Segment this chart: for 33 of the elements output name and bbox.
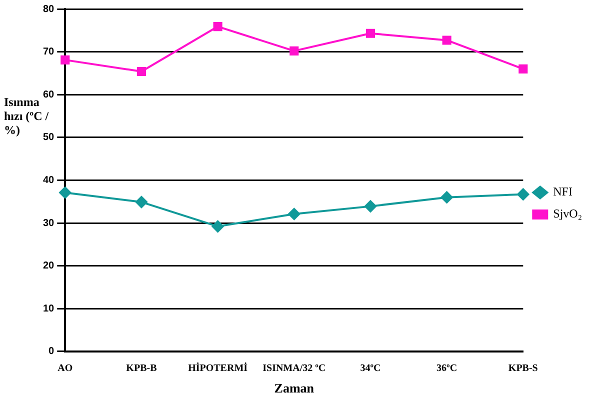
y-tick-label: 60 (43, 89, 55, 100)
point (440, 191, 453, 204)
x-tick-label: ISINMA/32 ºC (262, 362, 326, 374)
y-tick-label: 70 (43, 46, 55, 58)
y-tick-label: 50 (43, 132, 55, 144)
x-axis-title: Zaman (274, 380, 315, 396)
x-tick-label: 36ºC (436, 362, 458, 374)
point (517, 188, 530, 200)
point (290, 46, 299, 56)
y-tick-label: 30 (43, 218, 55, 229)
point (136, 66, 146, 76)
legend-label: SjvO₂ (553, 206, 582, 221)
x-tick-label: KPB-B (126, 362, 158, 374)
legend-label: NFI (553, 184, 572, 199)
point (135, 196, 148, 208)
point (60, 55, 70, 64)
x-tick-label: HİPOTERMİ (188, 362, 248, 374)
point (212, 220, 224, 232)
x-tick-label: KPB-S (508, 362, 538, 374)
point (442, 36, 452, 45)
y-tick-label: 80 (43, 4, 55, 15)
y-tick-label: 20 (43, 260, 55, 272)
point (213, 22, 222, 32)
point (59, 186, 72, 199)
y-tick-label: 40 (43, 174, 55, 186)
x-tick-label: AO (58, 362, 73, 374)
x-tick-label: 34ºC (360, 362, 381, 374)
point (518, 64, 528, 74)
point (288, 208, 300, 220)
point (364, 200, 376, 212)
y-tick-label: 0 (48, 346, 55, 358)
point (366, 28, 376, 38)
y-tick-label: 10 (43, 303, 55, 314)
